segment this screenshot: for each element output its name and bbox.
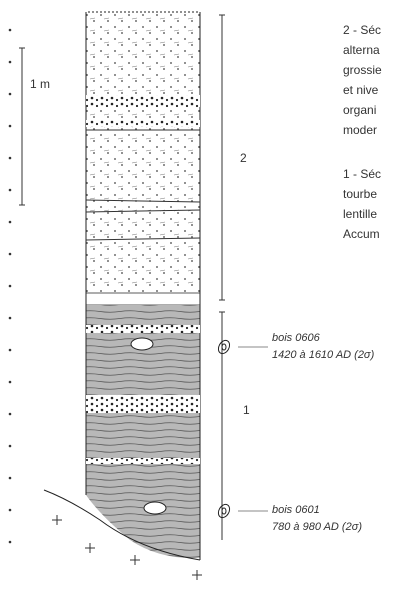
description-line: 2 - Séc (343, 23, 381, 37)
unit-bracket (219, 15, 225, 300)
description-line: organi (343, 103, 376, 117)
unit-label: 2 (240, 151, 247, 165)
description-line: grossie (343, 63, 382, 77)
depth-dots (9, 29, 12, 544)
sample-name: bois 0606 (272, 332, 321, 344)
description-line: tourbe (343, 187, 377, 201)
scale-label: 1 m (30, 77, 50, 91)
upper-unit (86, 12, 200, 295)
description-line: alterna (343, 43, 380, 57)
description-line: lentille (343, 207, 377, 221)
wood-symbols (216, 338, 268, 519)
stratigraphic-log: 1 m 2 1 bois 0606 1420 à 1610 AD (2σ) bo… (0, 0, 406, 584)
description: 2 - Séc alterna grossie et nive organi moder 1… (343, 23, 382, 241)
description-line: moder (343, 123, 377, 137)
sample-date: 1420 à 1610 AD (2σ) (272, 349, 375, 361)
gravel-band (86, 293, 200, 305)
scale-bar (19, 48, 25, 205)
sample-date: 780 à 980 AD (2σ) (272, 521, 362, 533)
unit-label: 1 (243, 403, 250, 417)
description-line: Accum (343, 227, 380, 241)
sample-name: bois 0601 (272, 504, 320, 516)
description-line: 1 - Séc (343, 167, 381, 181)
description-line: et nive (343, 83, 379, 97)
